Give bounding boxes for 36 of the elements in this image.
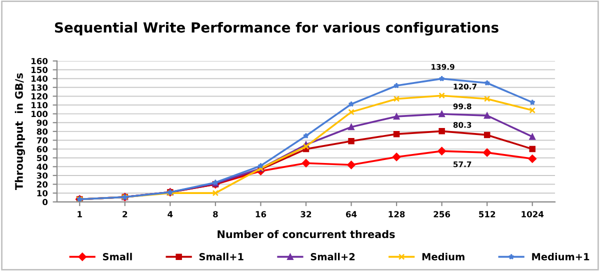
x-tick-label: 256	[434, 211, 450, 218]
y-tick-label: 140	[32, 76, 48, 82]
y-tick-label: 70	[36, 137, 48, 144]
x-tick-label: 2	[122, 211, 128, 218]
y-tick-label: 20	[37, 181, 48, 188]
legend-label: Small+1	[199, 252, 244, 260]
y-tick-label: 90	[36, 120, 48, 126]
legend-label: Small+2	[310, 252, 355, 260]
y-tick-label: 30	[36, 172, 48, 179]
x-tick-label: 8	[213, 211, 218, 218]
legend-label: Small	[103, 252, 132, 260]
y-tick-label: 160	[32, 58, 48, 64]
x-axis-title: Number of concurrent threads	[218, 230, 395, 238]
y-tick-label: 50	[37, 154, 48, 162]
x-tick-label: 1024	[522, 211, 544, 218]
x-tick-label: 32	[300, 211, 312, 218]
y-tick-label: 100	[32, 110, 48, 118]
x-tick-label: 512	[479, 211, 496, 218]
y-tick-label: 60	[36, 146, 48, 152]
x-tick-label: 128	[388, 211, 405, 218]
x-tick-label: 1	[78, 211, 82, 218]
x-tick-label: 64	[346, 211, 357, 218]
legend-label: Medium	[422, 252, 464, 260]
y-tick-label: 10	[37, 190, 48, 196]
y-tick-label: 150	[32, 66, 48, 74]
chart-title: Sequential Write Performance for various configurations	[54, 22, 498, 36]
y-tick-label: 130	[32, 84, 48, 91]
y-tick-label: 80	[36, 128, 48, 135]
y-axis-title: Throughput in GB/s	[14, 73, 26, 190]
x-tick-label: 16	[256, 211, 266, 218]
y-tick-label: 40	[36, 164, 48, 170]
y-tick-label: 120	[32, 93, 48, 100]
y-tick-label: 0	[42, 198, 48, 206]
x-tick-label: 4	[168, 211, 173, 218]
legend-label: Medium+1	[532, 252, 590, 260]
y-tick-label: 110	[32, 102, 48, 108]
